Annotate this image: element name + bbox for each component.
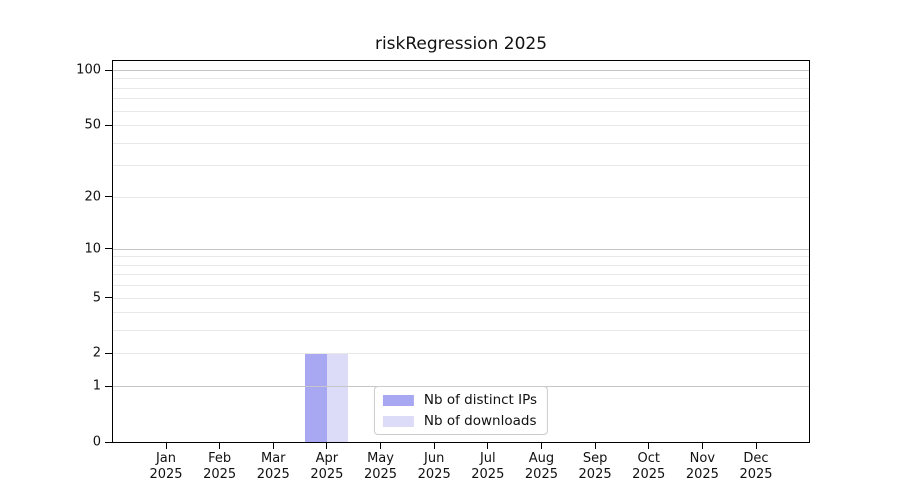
x-tick-year: 2025 xyxy=(310,467,344,482)
x-tick-month: Mar xyxy=(261,451,286,466)
chart-title: riskRegression 2025 xyxy=(374,34,548,54)
x-tick-label: Mar 2025 xyxy=(257,451,290,483)
x-tick-label: Oct 2025 xyxy=(632,451,665,483)
x-tick xyxy=(487,443,489,449)
y-tick-label: 1 xyxy=(92,378,101,394)
x-tick-label: Jun 2025 xyxy=(418,451,451,483)
x-tick-label: Dec 2025 xyxy=(739,451,772,483)
y-tick xyxy=(105,124,112,126)
y-gridline xyxy=(113,70,809,71)
x-tick xyxy=(165,443,167,449)
y-gridline-minor xyxy=(113,142,809,144)
y-tick-label: 0 xyxy=(92,434,101,450)
x-tick-month: Dec xyxy=(743,451,769,466)
y-gridline-minor xyxy=(113,165,809,167)
x-tick-year: 2025 xyxy=(417,467,451,482)
y-tick-label: 5 xyxy=(92,290,101,306)
x-tick-year: 2025 xyxy=(524,467,558,482)
x-tick-month: May xyxy=(367,451,394,466)
y-tick xyxy=(105,248,112,250)
y-gridline-minor xyxy=(113,256,809,258)
x-tick xyxy=(219,443,221,449)
x-tick-label: Apr 2025 xyxy=(310,451,343,483)
x-tick-year: 2025 xyxy=(256,467,290,482)
x-tick-month: Jun xyxy=(424,451,445,466)
x-tick xyxy=(380,443,382,449)
legend-item-distinct-ips: Nb of distinct IPs xyxy=(382,392,538,408)
y-tick-label: 2 xyxy=(92,345,101,361)
x-tick-year: 2025 xyxy=(471,467,505,482)
y-gridline xyxy=(113,297,809,299)
x-tick-year: 2025 xyxy=(739,467,773,482)
y-gridline xyxy=(113,248,809,250)
x-tick-month: Jan xyxy=(155,451,177,466)
x-tick-label: Sep 2025 xyxy=(579,451,612,483)
x-tick-month: Sep xyxy=(582,451,608,466)
x-tick xyxy=(701,443,703,449)
x-tick xyxy=(594,443,596,449)
y-tick-label: 100 xyxy=(76,62,101,78)
x-tick xyxy=(326,443,328,449)
legend-item-downloads: Nb of downloads xyxy=(382,413,537,429)
x-tick-label: Jan 2025 xyxy=(149,451,182,483)
x-tick-month: Nov xyxy=(689,451,716,466)
x-tick-month: Apr xyxy=(315,451,339,466)
x-tick-label: Jul 2025 xyxy=(471,451,504,483)
y-gridline-minor xyxy=(113,87,809,89)
y-tick-label: 50 xyxy=(84,117,101,133)
legend-swatch-downloads xyxy=(382,415,414,427)
y-gridline xyxy=(113,125,809,127)
bar-downloads-apr xyxy=(326,353,349,442)
x-tick-label: Aug 2025 xyxy=(525,451,558,483)
y-tick xyxy=(105,385,112,387)
legend-label-distinct-ips: Nb of distinct IPs xyxy=(423,392,538,408)
y-tick xyxy=(105,297,112,299)
x-tick-year: 2025 xyxy=(632,467,666,482)
y-gridline-minor xyxy=(113,264,809,266)
bar-distinct-ips-apr xyxy=(305,353,327,442)
x-tick-year: 2025 xyxy=(203,467,237,482)
legend-label-downloads: Nb of downloads xyxy=(423,413,537,429)
y-gridline xyxy=(113,196,809,198)
y-tick xyxy=(105,196,112,198)
y-tick xyxy=(105,441,112,443)
x-tick xyxy=(755,443,757,449)
x-tick xyxy=(648,443,650,449)
x-tick-year: 2025 xyxy=(149,467,183,482)
plot-area: Nb of distinct IPs Nb of downloads 0 1 2 5 1… xyxy=(76,60,810,482)
x-tick-month: Jul xyxy=(479,451,496,466)
x-tick-month: Feb xyxy=(208,451,232,466)
x-tick xyxy=(540,443,542,449)
y-gridline-minor xyxy=(113,78,809,80)
x-tick-label: Nov 2025 xyxy=(686,451,719,483)
legend-swatch-distinct-ips xyxy=(382,394,414,406)
x-tick-label: Feb 2025 xyxy=(203,451,236,483)
y-gridline-minor xyxy=(113,98,809,100)
y-tick-label: 10 xyxy=(84,241,101,257)
y-gridline-minor xyxy=(113,285,809,287)
x-tick-year: 2025 xyxy=(685,467,719,482)
y-tick xyxy=(105,69,112,71)
y-gridline-minor xyxy=(113,312,809,314)
x-tick xyxy=(272,443,274,449)
x-tick-month: Aug xyxy=(528,451,555,466)
x-tick-label: May 2025 xyxy=(364,451,397,483)
y-gridline-minor xyxy=(113,274,809,276)
x-tick-year: 2025 xyxy=(578,467,612,482)
y-gridline xyxy=(113,353,809,355)
legend: Nb of distinct IPs Nb of downloads xyxy=(373,386,549,435)
x-tick-year: 2025 xyxy=(363,467,398,482)
y-gridline-minor xyxy=(113,330,809,332)
y-gridline-minor xyxy=(113,110,809,112)
x-tick xyxy=(433,443,435,449)
x-tick-month: Oct xyxy=(637,451,660,466)
y-tick xyxy=(105,352,112,354)
y-tick-label: 20 xyxy=(84,189,101,205)
